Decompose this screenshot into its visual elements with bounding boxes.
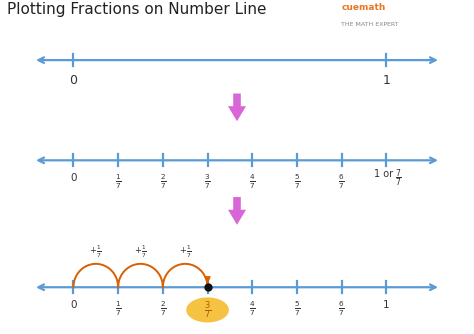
Text: $\frac{2}{7}$: $\frac{2}{7}$	[160, 173, 166, 191]
Text: 1: 1	[383, 74, 390, 87]
Text: $\frac{1}{7}$: $\frac{1}{7}$	[115, 300, 121, 318]
Text: 0: 0	[70, 173, 77, 183]
Text: $\frac{5}{7}$: $\frac{5}{7}$	[293, 300, 300, 318]
Text: $\frac{3}{7}$: $\frac{3}{7}$	[204, 173, 211, 191]
Text: 1 or: 1 or	[374, 169, 393, 179]
Text: $+\frac{1}{7}$: $+\frac{1}{7}$	[134, 243, 147, 260]
Text: 0: 0	[70, 300, 77, 310]
Text: $\frac{6}{7}$: $\frac{6}{7}$	[338, 173, 345, 191]
Text: $\frac{3}{7}$: $\frac{3}{7}$	[204, 299, 211, 321]
Text: $\frac{5}{7}$: $\frac{5}{7}$	[293, 173, 300, 191]
Text: 1: 1	[383, 300, 390, 310]
Text: $\frac{4}{7}$: $\frac{4}{7}$	[249, 173, 255, 191]
Polygon shape	[228, 197, 246, 225]
Polygon shape	[228, 94, 246, 121]
Text: $\frac{2}{7}$: $\frac{2}{7}$	[160, 300, 166, 318]
Text: $+\frac{1}{7}$: $+\frac{1}{7}$	[179, 243, 191, 260]
Text: $+\frac{1}{7}$: $+\frac{1}{7}$	[90, 243, 102, 260]
Text: $\frac{1}{7}$: $\frac{1}{7}$	[115, 173, 121, 191]
Text: cuemath: cuemath	[341, 3, 386, 12]
Text: $\frac{7}{7}$: $\frac{7}{7}$	[395, 168, 401, 189]
Text: $\frac{6}{7}$: $\frac{6}{7}$	[338, 300, 345, 318]
Text: THE MATH EXPERT: THE MATH EXPERT	[341, 22, 399, 27]
Text: 0: 0	[70, 74, 77, 87]
Text: Plotting Fractions on Number Line: Plotting Fractions on Number Line	[7, 2, 266, 17]
Ellipse shape	[186, 297, 229, 323]
Text: $\frac{4}{7}$: $\frac{4}{7}$	[249, 300, 255, 318]
